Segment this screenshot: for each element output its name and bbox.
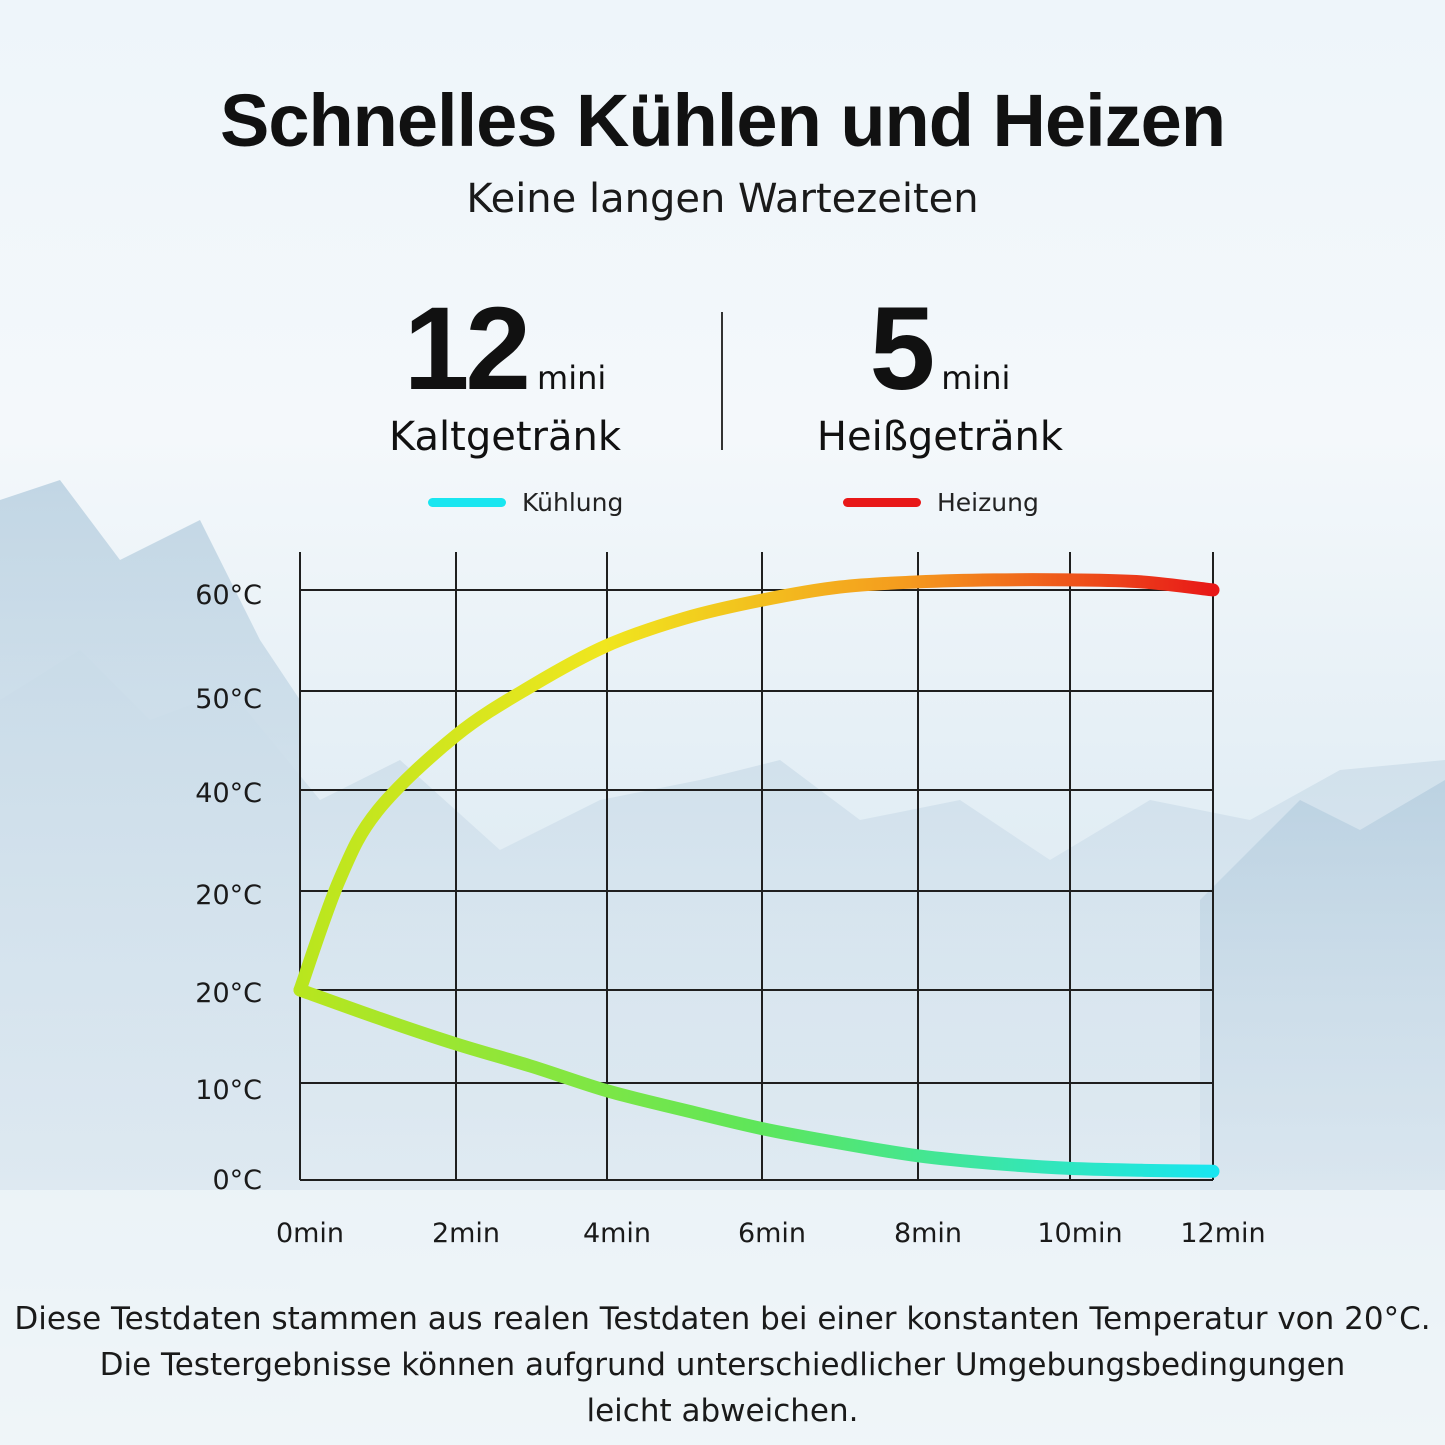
legend-swatch-cooling bbox=[428, 498, 506, 507]
x-tick-label: 12min bbox=[1180, 1218, 1265, 1249]
y-tick-label: 40°C bbox=[195, 778, 262, 809]
stat-heating-label: Heißgetränk bbox=[816, 414, 1064, 460]
footnote-line-3: leicht abweichen. bbox=[586, 1393, 859, 1429]
stat-heating: 5 mini Heißgetränk bbox=[810, 290, 1070, 460]
stat-cooling-unit: mini bbox=[537, 359, 607, 397]
x-tick-label: 2min bbox=[432, 1218, 500, 1249]
footnote-line-1: Diese Testdaten stammen aus realen Testd… bbox=[14, 1301, 1431, 1337]
chart-subtitle: Keine langen Wartezeiten bbox=[466, 176, 979, 222]
series-line-cooling bbox=[293, 983, 1220, 1178]
chart-title: Schnelles Kühlen und Heizen bbox=[219, 79, 1226, 162]
legend-label-heating: Heizung bbox=[937, 488, 1039, 517]
y-tick-label: 20°C bbox=[195, 978, 262, 1009]
x-tick-label: 0min bbox=[276, 1218, 344, 1249]
legend-label-cooling: Kühlung bbox=[522, 488, 624, 517]
y-tick-label: 10°C bbox=[195, 1075, 262, 1106]
footnote-line-2: Die Testergebnisse können aufgrund unter… bbox=[99, 1347, 1346, 1383]
legend-item-cooling: Kühlung bbox=[428, 488, 623, 517]
stat-cooling: 12 mini Kaltgetränk bbox=[380, 290, 630, 460]
x-tick-label: 6min bbox=[738, 1218, 806, 1249]
y-tick-label: 60°C bbox=[195, 580, 262, 611]
legend-item-heating: Heizung bbox=[843, 488, 1039, 517]
stat-cooling-value: 12 bbox=[403, 283, 531, 415]
stat-heating-value: 5 bbox=[869, 283, 936, 415]
stat-heating-unit: mini bbox=[941, 359, 1011, 397]
x-tick-label: 8min bbox=[894, 1218, 962, 1249]
y-tick-label: 20°C bbox=[195, 880, 262, 911]
x-tick-label: 10min bbox=[1037, 1218, 1122, 1249]
y-tick-label: 0°C bbox=[212, 1165, 262, 1196]
footnote: Diese Testdaten stammen aus realen Testd… bbox=[0, 1296, 1445, 1434]
legend-swatch-heating bbox=[843, 498, 921, 507]
series-line-heating bbox=[293, 573, 1220, 997]
stat-cooling-label: Kaltgetränk bbox=[389, 414, 621, 460]
x-tick-label: 4min bbox=[583, 1218, 651, 1249]
y-tick-label: 50°C bbox=[195, 684, 262, 715]
stat-divider bbox=[721, 312, 723, 450]
